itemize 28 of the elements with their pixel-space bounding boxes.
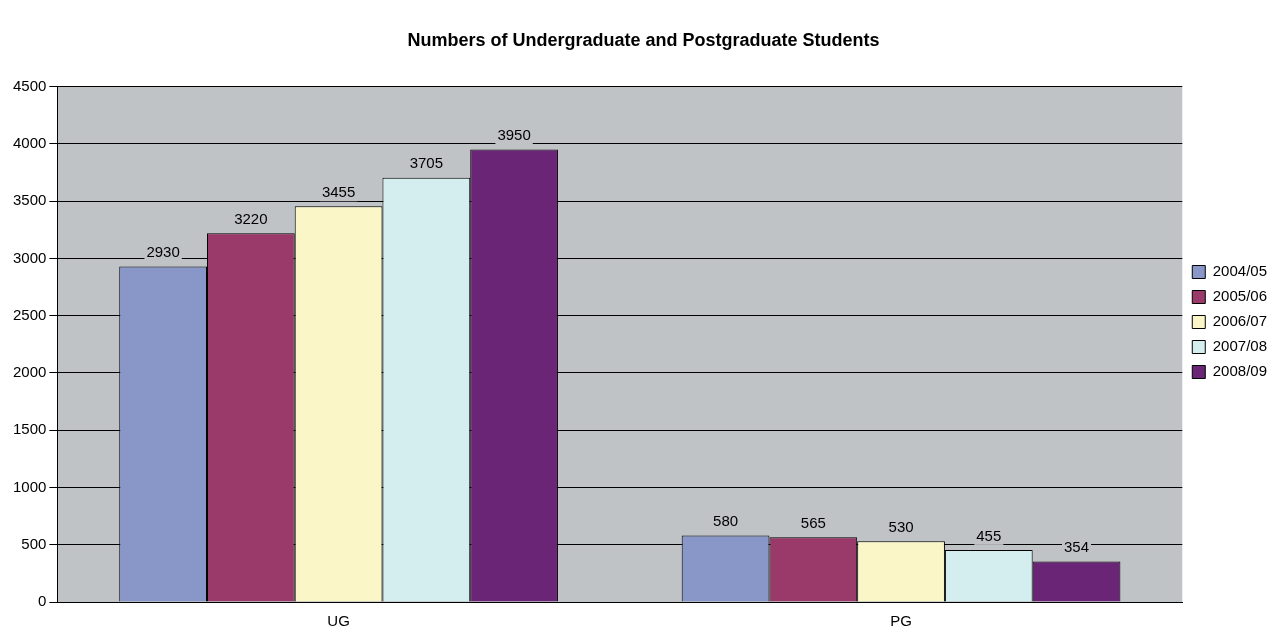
data-label: 530 [888, 517, 914, 535]
legend-label: 2005/06 [1212, 287, 1268, 305]
data-label: 3220 [234, 209, 268, 227]
legend-label: 2004/05 [1212, 262, 1268, 280]
chart-title: Numbers of Undergraduate and Postgraduate Students [407, 29, 880, 50]
y-tick-label: 2000 [12, 363, 47, 381]
x-tick-label: UG [327, 612, 350, 630]
y-tick-label: 0 [38, 592, 47, 610]
y-tick-label: 1000 [12, 477, 47, 495]
y-tick-label: 4000 [12, 134, 47, 152]
data-label: 580 [713, 512, 739, 530]
legend-label: 2006/07 [1212, 312, 1268, 330]
data-label: 455 [976, 526, 1002, 544]
data-label: 3705 [409, 154, 444, 172]
legend-label: 2008/09 [1212, 362, 1268, 380]
data-label: 3950 [497, 126, 531, 144]
data-label: 2930 [146, 243, 180, 261]
legend-label: 2007/08 [1212, 337, 1268, 355]
y-tick-label: 2500 [12, 305, 47, 323]
x-tick-label: PG [890, 612, 912, 630]
data-label: 354 [1064, 538, 1090, 556]
y-tick-label: 3500 [12, 191, 47, 209]
y-tick-label: 500 [21, 534, 47, 552]
y-tick-label: 3000 [12, 248, 47, 266]
data-label: 3455 [321, 182, 356, 200]
y-tick-label: 1500 [12, 420, 47, 438]
data-label: 565 [800, 513, 826, 531]
y-tick-label: 4500 [12, 76, 47, 94]
